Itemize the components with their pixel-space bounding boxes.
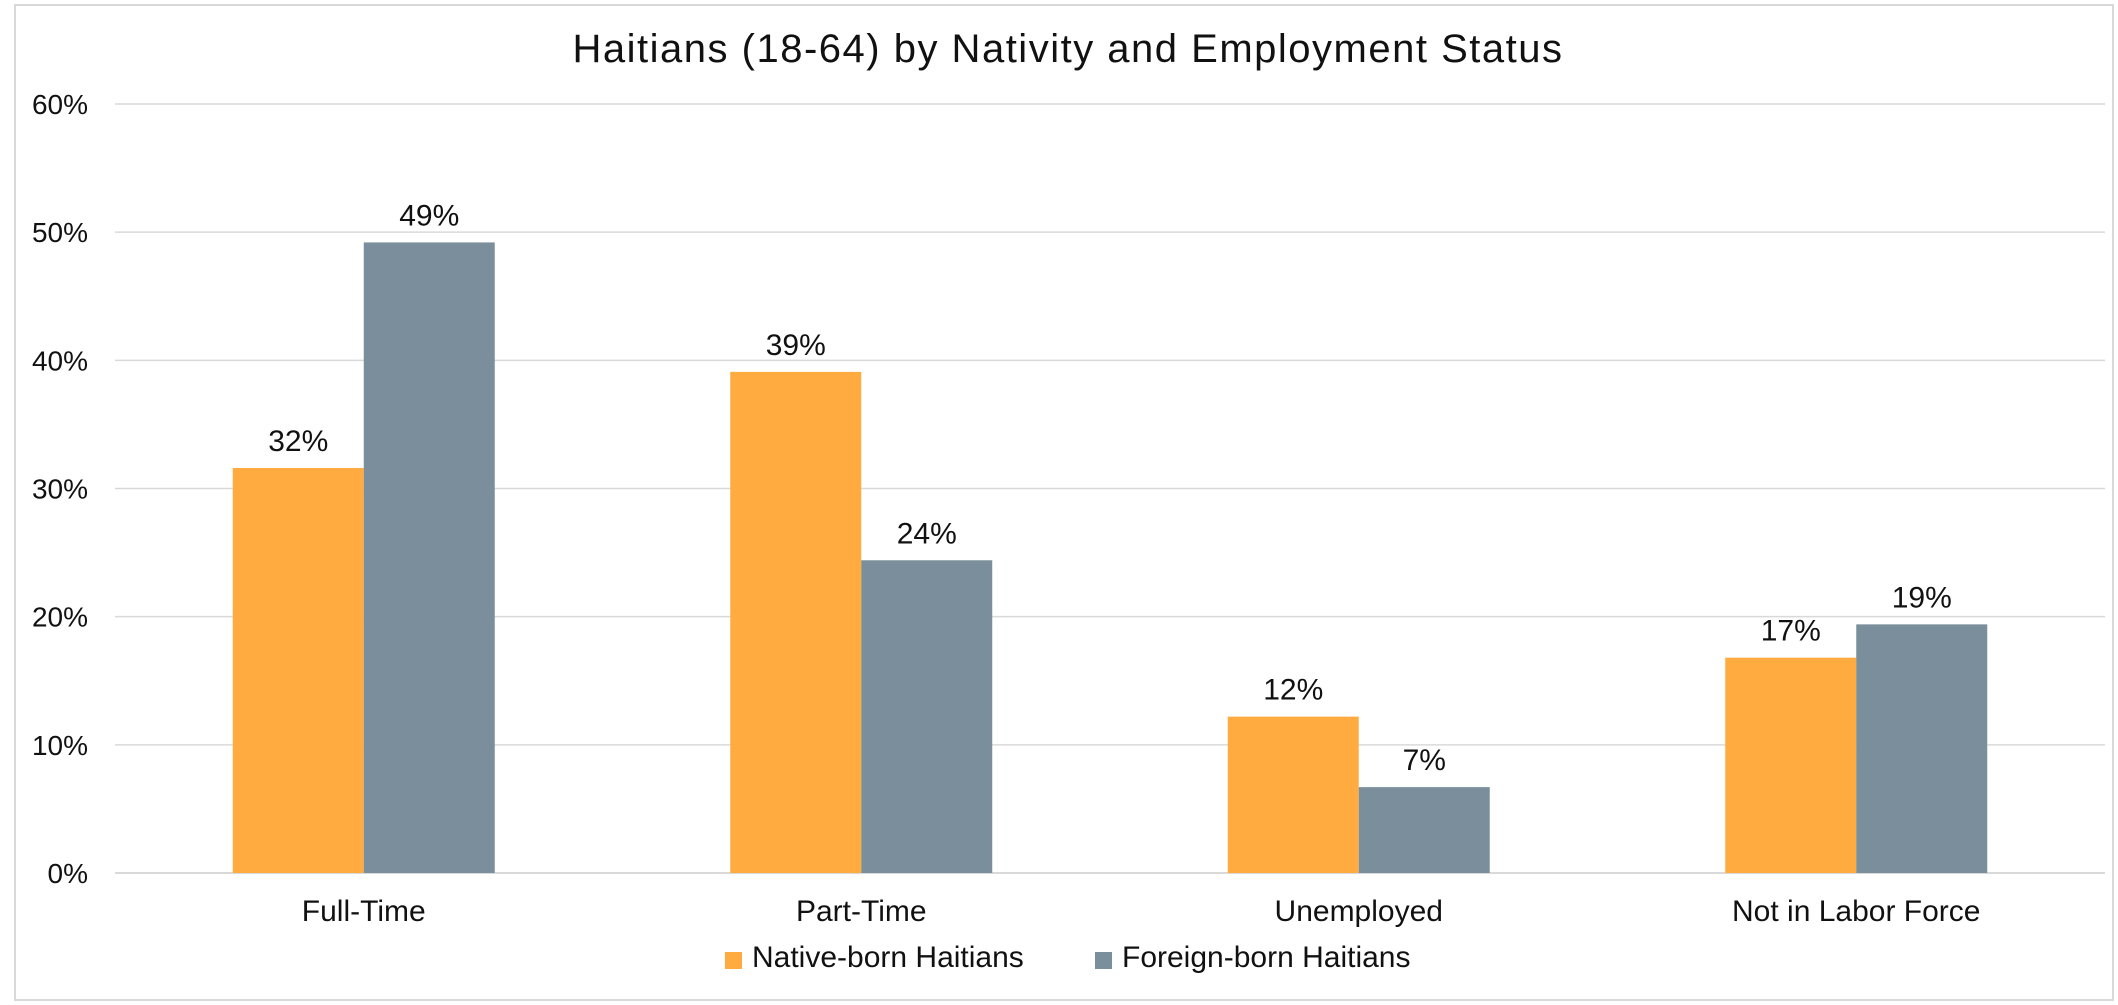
data-label: 17% bbox=[1761, 615, 1821, 648]
bar-native-born bbox=[1227, 716, 1359, 873]
bar-foreign-born bbox=[861, 560, 993, 873]
data-label: 12% bbox=[1263, 674, 1323, 707]
bar-foreign-born bbox=[363, 242, 495, 874]
y-axis-tick-labels: 0% 10% 20% 30% 40% 50% 60% bbox=[32, 89, 88, 889]
bars bbox=[232, 242, 1988, 874]
y-tick-label: 40% bbox=[32, 345, 88, 376]
x-axis: Full-Time Part-Time Unemployed Not in Labor… bbox=[302, 895, 1981, 928]
bar-native-born bbox=[730, 371, 862, 873]
data-label: 32% bbox=[268, 425, 328, 458]
legend-swatch bbox=[725, 952, 742, 969]
y-tick-label: 30% bbox=[32, 474, 88, 505]
bar-foreign-born bbox=[1358, 787, 1490, 873]
x-category-label: Part-Time bbox=[796, 895, 927, 928]
y-tick-label: 20% bbox=[32, 602, 88, 633]
chart-title: Haitians (18-64) by Nativity and Employm… bbox=[573, 27, 1564, 71]
legend-swatch bbox=[1095, 952, 1112, 969]
bar-native-born bbox=[232, 467, 364, 873]
legend-label: Foreign-born Haitians bbox=[1122, 941, 1410, 974]
y-tick-label: 10% bbox=[32, 730, 88, 761]
y-tick-label: 50% bbox=[32, 217, 88, 248]
legend-label: Native-born Haitians bbox=[752, 941, 1024, 974]
x-category-label: Full-Time bbox=[302, 895, 426, 928]
data-label: 19% bbox=[1892, 581, 1952, 614]
y-tick-label: 60% bbox=[32, 89, 88, 120]
data-label: 39% bbox=[766, 329, 826, 362]
x-category-label: Unemployed bbox=[1275, 895, 1443, 928]
data-label: 7% bbox=[1403, 744, 1446, 777]
data-label: 24% bbox=[897, 517, 957, 550]
bar-native-born bbox=[1725, 657, 1857, 873]
x-category-label: Not in Labor Force bbox=[1732, 895, 1980, 928]
data-label: 49% bbox=[399, 199, 459, 232]
legend: Native-born Haitians Foreign-born Haitian… bbox=[725, 941, 1410, 974]
data-labels: 32% 49% 39% 24% 12% 7% 17% 19% bbox=[268, 199, 1952, 777]
y-tick-label: 0% bbox=[48, 858, 88, 889]
bar-foreign-born bbox=[1856, 624, 1988, 873]
